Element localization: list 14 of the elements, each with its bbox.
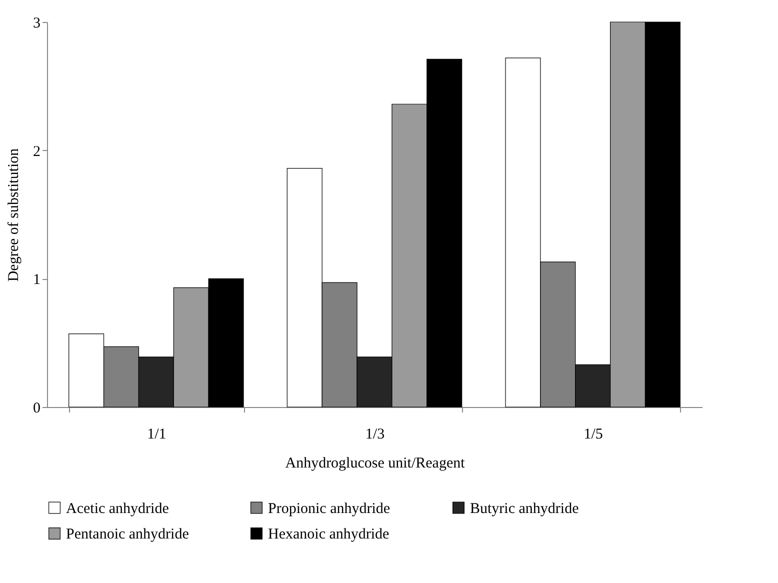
- legend-label: Acetic anhydride: [66, 500, 170, 517]
- x-axis-title: Anhydroglucose unit/Reagent: [285, 456, 466, 472]
- x-tick-label: 1/3: [365, 426, 385, 442]
- legend-label: Pentanoic anhydride: [66, 526, 190, 542]
- legend-label: Propionic anhydride: [268, 500, 390, 517]
- y-tick-label: 1: [33, 272, 40, 288]
- y-tick-label: 3: [33, 16, 40, 32]
- legend-label: Hexanoic anhydride: [268, 526, 390, 542]
- y-tick-label: 2: [33, 144, 40, 160]
- y-tick-label: 0: [33, 400, 40, 416]
- legend-label: Butyric anhydride: [470, 500, 580, 517]
- x-tick-label: 1/5: [584, 426, 603, 442]
- x-tick-label: 1/1: [147, 426, 166, 442]
- y-axis-title: Degree of substitution: [6, 148, 22, 282]
